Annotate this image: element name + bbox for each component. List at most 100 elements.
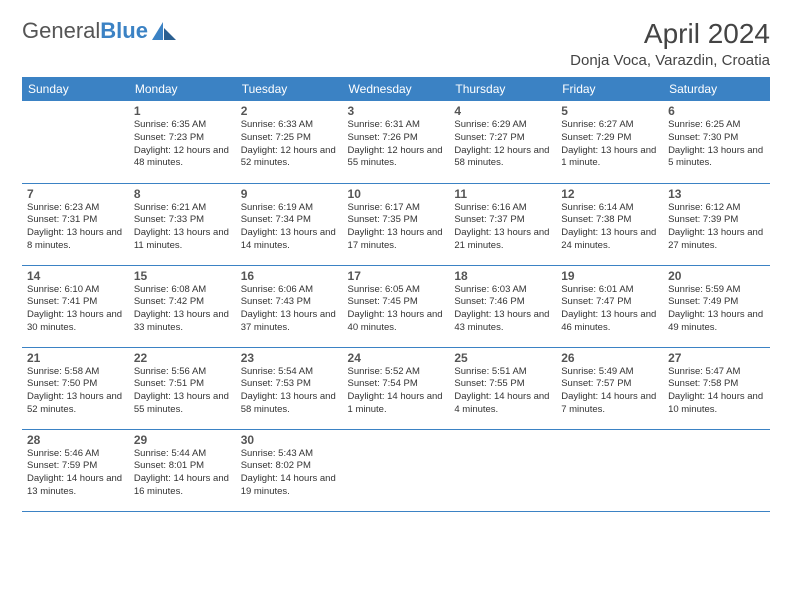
day-number: 30 (241, 433, 338, 447)
calendar-day-cell: 22Sunrise: 5:56 AMSunset: 7:51 PMDayligh… (129, 347, 236, 429)
logo-text: GeneralBlue (22, 18, 148, 44)
calendar-day-cell: 5Sunrise: 6:27 AMSunset: 7:29 PMDaylight… (556, 101, 663, 183)
calendar-empty-cell (556, 429, 663, 511)
day-info: Sunrise: 5:52 AMSunset: 7:54 PMDaylight:… (348, 366, 445, 417)
day-info: Sunrise: 5:43 AMSunset: 8:02 PMDaylight:… (241, 448, 338, 499)
day-number: 15 (134, 269, 231, 283)
day-number: 8 (134, 187, 231, 201)
calendar-day-cell: 12Sunrise: 6:14 AMSunset: 7:38 PMDayligh… (556, 183, 663, 265)
month-title: April 2024 (570, 18, 770, 50)
calendar-day-cell: 11Sunrise: 6:16 AMSunset: 7:37 PMDayligh… (449, 183, 556, 265)
logo: GeneralBlue (22, 18, 176, 44)
calendar-week-row: 21Sunrise: 5:58 AMSunset: 7:50 PMDayligh… (22, 347, 770, 429)
day-info: Sunrise: 6:14 AMSunset: 7:38 PMDaylight:… (561, 202, 658, 253)
day-info: Sunrise: 5:44 AMSunset: 8:01 PMDaylight:… (134, 448, 231, 499)
day-info: Sunrise: 6:03 AMSunset: 7:46 PMDaylight:… (454, 284, 551, 335)
day-info: Sunrise: 5:59 AMSunset: 7:49 PMDaylight:… (668, 284, 765, 335)
day-number: 27 (668, 351, 765, 365)
logo-icon (152, 22, 176, 40)
day-info: Sunrise: 6:17 AMSunset: 7:35 PMDaylight:… (348, 202, 445, 253)
header: GeneralBlue April 2024 Donja Voca, Varaz… (22, 18, 770, 69)
calendar-head: SundayMondayTuesdayWednesdayThursdayFrid… (22, 77, 770, 101)
day-number: 28 (27, 433, 124, 447)
calendar-day-cell: 29Sunrise: 5:44 AMSunset: 8:01 PMDayligh… (129, 429, 236, 511)
calendar-week-row: 7Sunrise: 6:23 AMSunset: 7:31 PMDaylight… (22, 183, 770, 265)
calendar-day-cell: 14Sunrise: 6:10 AMSunset: 7:41 PMDayligh… (22, 265, 129, 347)
calendar-day-cell: 18Sunrise: 6:03 AMSunset: 7:46 PMDayligh… (449, 265, 556, 347)
calendar-empty-cell (22, 101, 129, 183)
calendar-week-row: 28Sunrise: 5:46 AMSunset: 7:59 PMDayligh… (22, 429, 770, 511)
calendar-week-row: 14Sunrise: 6:10 AMSunset: 7:41 PMDayligh… (22, 265, 770, 347)
day-number: 19 (561, 269, 658, 283)
calendar-day-cell: 27Sunrise: 5:47 AMSunset: 7:58 PMDayligh… (663, 347, 770, 429)
day-info: Sunrise: 6:01 AMSunset: 7:47 PMDaylight:… (561, 284, 658, 335)
day-info: Sunrise: 5:54 AMSunset: 7:53 PMDaylight:… (241, 366, 338, 417)
day-number: 26 (561, 351, 658, 365)
weekday-header: Sunday (22, 77, 129, 101)
location: Donja Voca, Varazdin, Croatia (570, 52, 770, 69)
day-info: Sunrise: 5:47 AMSunset: 7:58 PMDaylight:… (668, 366, 765, 417)
day-number: 20 (668, 269, 765, 283)
day-number: 2 (241, 104, 338, 118)
calendar-day-cell: 3Sunrise: 6:31 AMSunset: 7:26 PMDaylight… (343, 101, 450, 183)
day-info: Sunrise: 5:49 AMSunset: 7:57 PMDaylight:… (561, 366, 658, 417)
day-info: Sunrise: 6:25 AMSunset: 7:30 PMDaylight:… (668, 119, 765, 170)
day-number: 22 (134, 351, 231, 365)
day-info: Sunrise: 6:29 AMSunset: 7:27 PMDaylight:… (454, 119, 551, 170)
calendar-day-cell: 16Sunrise: 6:06 AMSunset: 7:43 PMDayligh… (236, 265, 343, 347)
day-number: 13 (668, 187, 765, 201)
calendar-day-cell: 1Sunrise: 6:35 AMSunset: 7:23 PMDaylight… (129, 101, 236, 183)
day-info: Sunrise: 5:58 AMSunset: 7:50 PMDaylight:… (27, 366, 124, 417)
day-number: 14 (27, 269, 124, 283)
day-number: 9 (241, 187, 338, 201)
day-number: 10 (348, 187, 445, 201)
calendar-empty-cell (663, 429, 770, 511)
calendar-table: SundayMondayTuesdayWednesdayThursdayFrid… (22, 77, 770, 512)
calendar-body: 1Sunrise: 6:35 AMSunset: 7:23 PMDaylight… (22, 101, 770, 511)
logo-word2: Blue (100, 18, 148, 43)
day-info: Sunrise: 6:12 AMSunset: 7:39 PMDaylight:… (668, 202, 765, 253)
weekday-header: Monday (129, 77, 236, 101)
weekday-header: Thursday (449, 77, 556, 101)
weekday-header: Saturday (663, 77, 770, 101)
calendar-day-cell: 21Sunrise: 5:58 AMSunset: 7:50 PMDayligh… (22, 347, 129, 429)
day-info: Sunrise: 6:27 AMSunset: 7:29 PMDaylight:… (561, 119, 658, 170)
day-info: Sunrise: 6:16 AMSunset: 7:37 PMDaylight:… (454, 202, 551, 253)
calendar-day-cell: 26Sunrise: 5:49 AMSunset: 7:57 PMDayligh… (556, 347, 663, 429)
day-info: Sunrise: 6:31 AMSunset: 7:26 PMDaylight:… (348, 119, 445, 170)
day-info: Sunrise: 5:56 AMSunset: 7:51 PMDaylight:… (134, 366, 231, 417)
day-number: 11 (454, 187, 551, 201)
day-info: Sunrise: 6:10 AMSunset: 7:41 PMDaylight:… (27, 284, 124, 335)
day-number: 21 (27, 351, 124, 365)
calendar-empty-cell (343, 429, 450, 511)
calendar-day-cell: 30Sunrise: 5:43 AMSunset: 8:02 PMDayligh… (236, 429, 343, 511)
day-info: Sunrise: 6:08 AMSunset: 7:42 PMDaylight:… (134, 284, 231, 335)
day-number: 24 (348, 351, 445, 365)
day-number: 17 (348, 269, 445, 283)
day-info: Sunrise: 6:06 AMSunset: 7:43 PMDaylight:… (241, 284, 338, 335)
day-number: 25 (454, 351, 551, 365)
title-block: April 2024 Donja Voca, Varazdin, Croatia (570, 18, 770, 69)
weekday-header: Tuesday (236, 77, 343, 101)
day-number: 3 (348, 104, 445, 118)
day-info: Sunrise: 6:19 AMSunset: 7:34 PMDaylight:… (241, 202, 338, 253)
day-info: Sunrise: 6:35 AMSunset: 7:23 PMDaylight:… (134, 119, 231, 170)
weekday-header: Wednesday (343, 77, 450, 101)
day-info: Sunrise: 6:33 AMSunset: 7:25 PMDaylight:… (241, 119, 338, 170)
calendar-day-cell: 25Sunrise: 5:51 AMSunset: 7:55 PMDayligh… (449, 347, 556, 429)
calendar-day-cell: 2Sunrise: 6:33 AMSunset: 7:25 PMDaylight… (236, 101, 343, 183)
day-number: 29 (134, 433, 231, 447)
calendar-day-cell: 19Sunrise: 6:01 AMSunset: 7:47 PMDayligh… (556, 265, 663, 347)
calendar-day-cell: 15Sunrise: 6:08 AMSunset: 7:42 PMDayligh… (129, 265, 236, 347)
calendar-day-cell: 8Sunrise: 6:21 AMSunset: 7:33 PMDaylight… (129, 183, 236, 265)
calendar-week-row: 1Sunrise: 6:35 AMSunset: 7:23 PMDaylight… (22, 101, 770, 183)
day-info: Sunrise: 6:05 AMSunset: 7:45 PMDaylight:… (348, 284, 445, 335)
day-number: 4 (454, 104, 551, 118)
weekday-row: SundayMondayTuesdayWednesdayThursdayFrid… (22, 77, 770, 101)
day-number: 23 (241, 351, 338, 365)
day-number: 7 (27, 187, 124, 201)
calendar-day-cell: 17Sunrise: 6:05 AMSunset: 7:45 PMDayligh… (343, 265, 450, 347)
weekday-header: Friday (556, 77, 663, 101)
day-number: 12 (561, 187, 658, 201)
calendar-empty-cell (449, 429, 556, 511)
